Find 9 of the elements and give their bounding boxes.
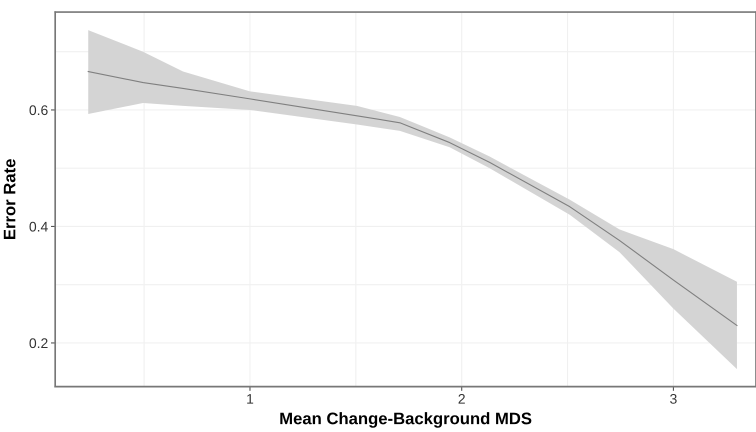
y-tick-label: 0.6 <box>29 105 48 116</box>
x-axis-title: Mean Change-Background MDS <box>280 412 532 428</box>
x-tick-label: 1 <box>247 394 254 404</box>
y-tick-label: 0.4 <box>29 222 48 232</box>
x-tick-label: 2 <box>458 394 465 404</box>
y-axis-title: Error Rate <box>4 159 16 240</box>
y-tick-label: 0.2 <box>29 338 48 348</box>
x-tick-label: 3 <box>670 394 677 404</box>
line-series <box>88 70 738 326</box>
